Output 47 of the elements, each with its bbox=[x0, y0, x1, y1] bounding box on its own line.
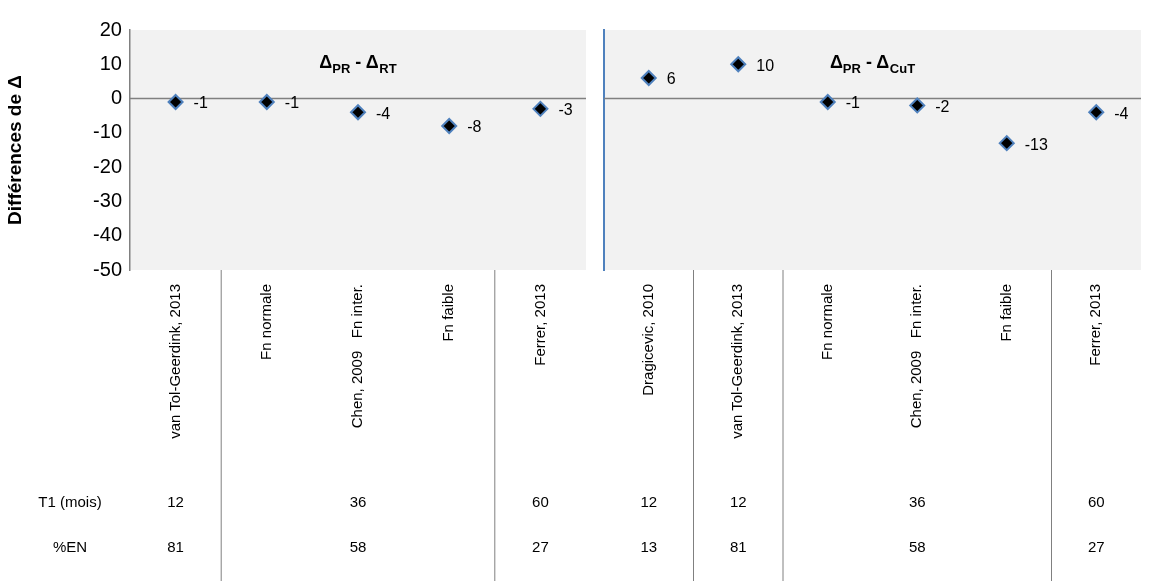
text: 12 bbox=[167, 493, 184, 511]
data-label: -8 bbox=[467, 118, 482, 136]
y-tick-label: -50 bbox=[93, 257, 122, 280]
x-tick-label: Fn normale bbox=[256, 284, 274, 360]
data-label: -1 bbox=[284, 94, 300, 112]
text: %EN bbox=[52, 538, 88, 556]
text: 13 bbox=[640, 538, 658, 556]
text: 81 bbox=[729, 538, 747, 556]
text: 36 bbox=[908, 493, 926, 511]
text: 58 bbox=[349, 538, 367, 556]
data-label: 10 bbox=[756, 56, 775, 74]
y-tick-label: -40 bbox=[93, 223, 122, 246]
text: 27 bbox=[1087, 538, 1105, 556]
y-tick-label: -20 bbox=[93, 154, 122, 177]
data-label: -3 bbox=[558, 101, 573, 119]
x-tick-label: Chen, 2009 Fn inter. bbox=[907, 284, 925, 429]
x-tick-label: Chen, 2009 Fn inter. bbox=[348, 284, 366, 429]
text: 81 bbox=[167, 538, 184, 556]
data-label: 6 bbox=[666, 70, 676, 88]
y-tick-label: 20 bbox=[99, 17, 122, 40]
x-tick-label: Ferrer, 2013 bbox=[1086, 284, 1104, 366]
x-tick-label: Ferrer, 2013 bbox=[530, 284, 548, 366]
x-tick-label: Fn faible bbox=[439, 284, 457, 342]
x-tick-label: Dragicevic, 2010 bbox=[638, 284, 656, 396]
y-tick-label: -10 bbox=[93, 120, 122, 143]
y-tick-label: 0 bbox=[110, 86, 122, 109]
x-tick-label: van Tol-Geerdink, 2013 bbox=[728, 284, 746, 439]
x-tick-label: van Tol-Geerdink, 2013 bbox=[165, 284, 183, 439]
text: 58 bbox=[908, 538, 926, 556]
data-label: -2 bbox=[935, 97, 950, 115]
data-label: -4 bbox=[376, 104, 391, 122]
text: 36 bbox=[349, 493, 367, 511]
data-label: -1 bbox=[845, 94, 861, 112]
x-tick-label: Fn normale bbox=[817, 284, 835, 360]
text: 60 bbox=[1087, 493, 1105, 511]
text: 60 bbox=[532, 493, 549, 511]
data-label: -13 bbox=[1024, 135, 1048, 153]
data-label: -4 bbox=[1114, 104, 1129, 122]
text: 27 bbox=[532, 538, 549, 556]
y-axis-title: Différences de Δ bbox=[3, 75, 25, 225]
text: 12 bbox=[640, 493, 658, 511]
data-label: -1 bbox=[193, 94, 208, 112]
text: 12 bbox=[729, 493, 747, 511]
text: T1 (mois) bbox=[38, 493, 102, 511]
y-tick-label: 10 bbox=[99, 51, 122, 74]
x-tick-label: Fn faible bbox=[996, 284, 1014, 342]
y-tick-label: -30 bbox=[93, 188, 122, 211]
